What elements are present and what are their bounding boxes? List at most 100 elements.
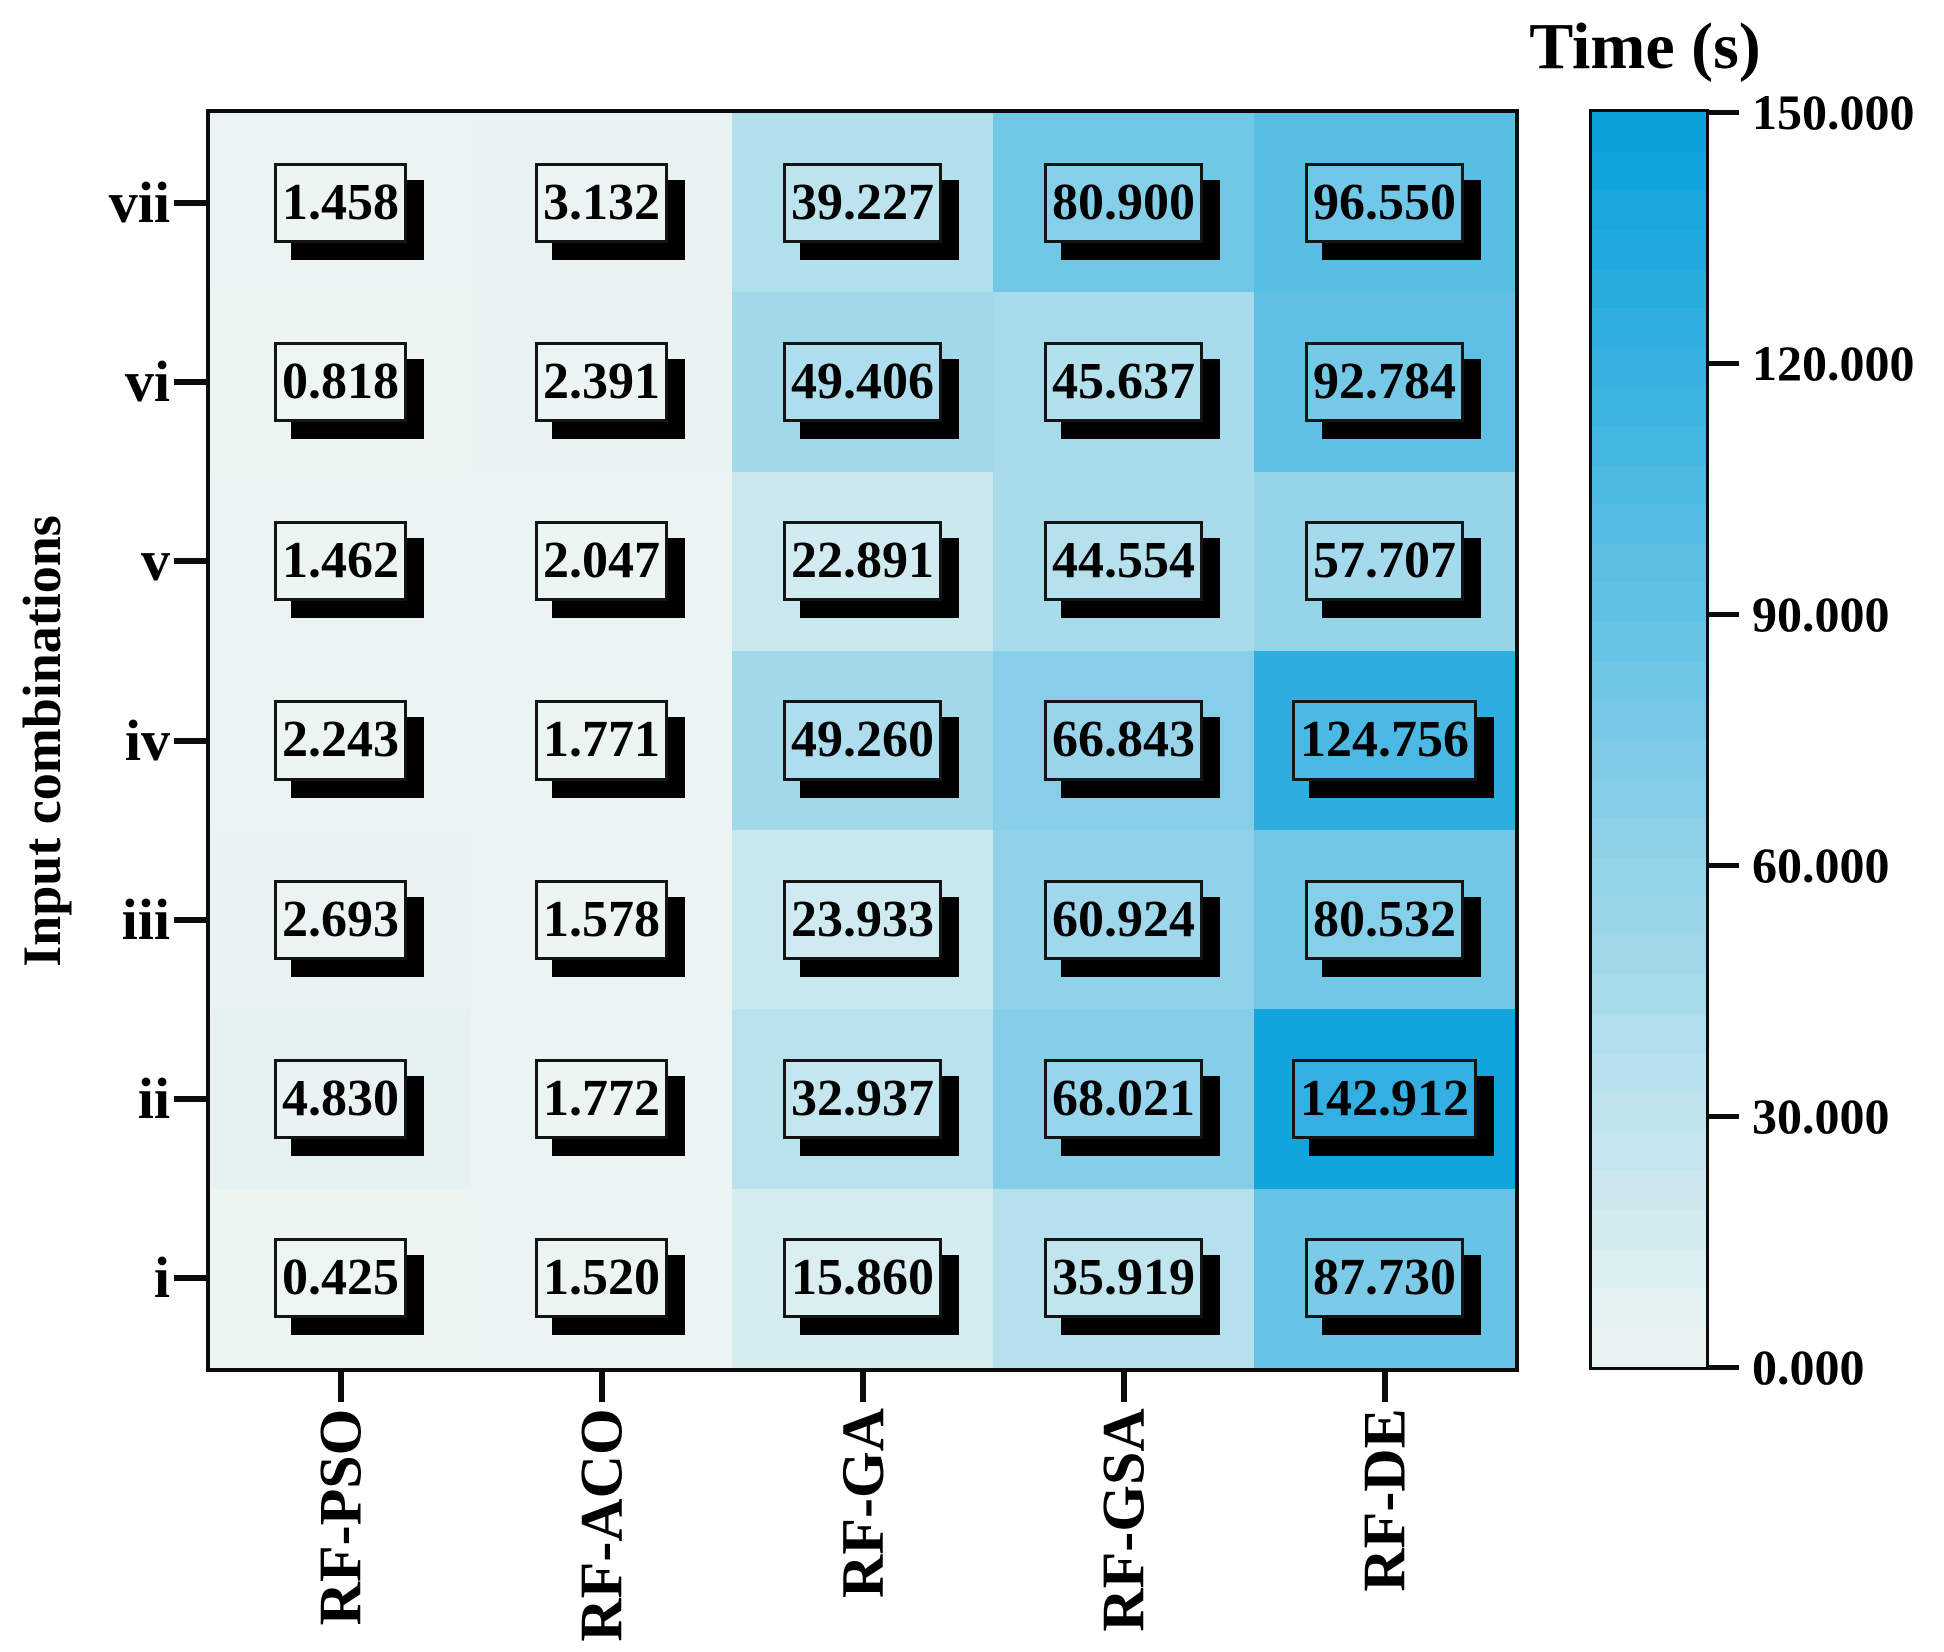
cell-value: 2.243: [282, 711, 399, 769]
heatmap-plot-area: 1.458 3.132 39.227 80.900 96.550 0.818: [206, 109, 1519, 1372]
heatmap-cell: 1.458: [210, 113, 471, 293]
heatmap-grid: 1.458 3.132 39.227 80.900 96.550 0.818: [210, 113, 1515, 1368]
column-label: RF-ACO: [568, 1407, 635, 1642]
column-label: RF-PSO: [307, 1408, 374, 1625]
cell-value-box: 3.132: [535, 162, 668, 243]
cell-value-box: 2.047: [535, 521, 668, 602]
cell-value: 1.771: [543, 711, 660, 769]
cell-value: 68.021: [1052, 1069, 1195, 1127]
heatmap-cell: 1.772: [471, 1009, 732, 1189]
cell-value-box: 2.693: [274, 879, 407, 960]
cell-value: 23.933: [791, 890, 934, 948]
cell-value: 80.532: [1313, 890, 1456, 948]
column-label: RF-GSA: [1090, 1407, 1157, 1632]
cell-value-box: 23.933: [783, 879, 942, 960]
cell-value-box: 49.406: [783, 341, 942, 423]
colorbar-tick-label: 60.000: [1752, 837, 1890, 893]
cell-value: 44.554: [1052, 532, 1195, 590]
cell-value-box: 39.227: [783, 162, 942, 243]
cell-value-box: 0.425: [274, 1238, 407, 1319]
cell-value: 80.900: [1052, 173, 1195, 231]
column-tick: [1120, 1372, 1127, 1402]
heatmap-cell: 44.554: [993, 471, 1254, 651]
heatmap-cell: 4.830: [210, 1009, 471, 1189]
cell-value: 22.891: [791, 532, 934, 590]
cell-value: 49.406: [791, 352, 934, 410]
colorbar-tick: [1709, 863, 1739, 868]
cell-value: 57.707: [1313, 532, 1456, 590]
cell-value-box: 1.458: [274, 162, 407, 243]
row-label: iii: [121, 886, 170, 952]
cell-value: 96.550: [1313, 173, 1456, 231]
cell-value-box: 32.937: [783, 1058, 942, 1140]
cell-value-box: 124.756: [1292, 700, 1477, 781]
row-tick: [174, 378, 206, 385]
cell-value-box: 92.784: [1305, 341, 1464, 423]
heatmap-cell: 22.891: [732, 471, 993, 651]
heatmap-cell: 142.912: [1254, 1009, 1515, 1189]
cell-value-box: 68.021: [1044, 1058, 1203, 1140]
row-label: i: [153, 1245, 170, 1311]
column-label: RF-DE: [1351, 1407, 1418, 1592]
cell-value-box: 49.260: [783, 700, 942, 781]
cell-value-box: 87.730: [1305, 1238, 1464, 1319]
cell-value: 45.637: [1052, 352, 1195, 410]
cell-value-box: 45.637: [1044, 341, 1203, 423]
heatmap-cell: 92.784: [1254, 292, 1515, 472]
row-tick: [174, 558, 206, 565]
cell-value-box: 2.391: [535, 341, 668, 423]
heatmap-cell: 1.578: [471, 830, 732, 1010]
cell-value: 142.912: [1300, 1069, 1469, 1127]
heatmap-cell: 80.900: [993, 113, 1254, 293]
heatmap-cell: 80.532: [1254, 830, 1515, 1010]
cell-value-box: 0.818: [274, 341, 407, 423]
cell-value-box: 1.771: [535, 700, 668, 781]
heatmap-cell: 124.756: [1254, 650, 1515, 831]
column-label: RF-GA: [829, 1408, 896, 1598]
cell-value: 92.784: [1313, 352, 1456, 410]
cell-value: 66.843: [1052, 711, 1195, 769]
cell-value: 32.937: [791, 1069, 934, 1127]
heatmap-cell: 2.391: [471, 292, 732, 472]
cell-value: 4.830: [282, 1069, 399, 1127]
row-label: iv: [124, 707, 170, 773]
cell-value: 1.458: [282, 173, 399, 231]
heatmap-cell: 96.550: [1254, 113, 1515, 293]
colorbar-tick: [1709, 110, 1739, 115]
cell-value-box: 22.891: [783, 521, 942, 602]
colorbar: [1589, 109, 1709, 1370]
heatmap-cell: 68.021: [993, 1009, 1254, 1189]
cell-value: 35.919: [1052, 1249, 1195, 1307]
heatmap-cell: 15.860: [732, 1188, 993, 1368]
cell-value-box: 1.520: [535, 1238, 668, 1319]
colorbar-tick-label: 120.000: [1752, 335, 1915, 391]
heatmap-cell: 2.693: [210, 830, 471, 1010]
column-tick: [1381, 1372, 1388, 1402]
cell-value-box: 35.919: [1044, 1238, 1203, 1319]
row-tick: [174, 916, 206, 923]
cell-value: 0.818: [282, 352, 399, 410]
cell-value: 1.772: [543, 1069, 660, 1127]
row-label: vi: [124, 348, 170, 414]
heatmap-cell: 23.933: [732, 830, 993, 1010]
heatmap-cell: 57.707: [1254, 471, 1515, 651]
cell-value-box: 80.900: [1044, 162, 1203, 243]
colorbar-tick-label: 0.000: [1752, 1339, 1865, 1395]
column-tick: [337, 1372, 344, 1402]
colorbar-title: Time (s): [1529, 10, 1761, 83]
cell-value-box: 80.532: [1305, 879, 1464, 960]
column-tick: [598, 1372, 605, 1402]
colorbar-tick: [1709, 1365, 1739, 1370]
heatmap-cell: 2.243: [210, 650, 471, 831]
heatmap-cell: 3.132: [471, 113, 732, 293]
heatmap-cell: 49.260: [732, 650, 993, 831]
heatmap-cell: 87.730: [1254, 1188, 1515, 1368]
cell-value-box: 1.578: [535, 879, 668, 960]
row-tick: [174, 199, 206, 206]
heatmap-cell: 1.771: [471, 650, 732, 831]
cell-value: 1.578: [543, 890, 660, 948]
cell-value-box: 66.843: [1044, 700, 1203, 781]
heatmap-cell: 1.520: [471, 1188, 732, 1368]
cell-value: 2.391: [543, 352, 660, 410]
heatmap-cell: 35.919: [993, 1188, 1254, 1368]
